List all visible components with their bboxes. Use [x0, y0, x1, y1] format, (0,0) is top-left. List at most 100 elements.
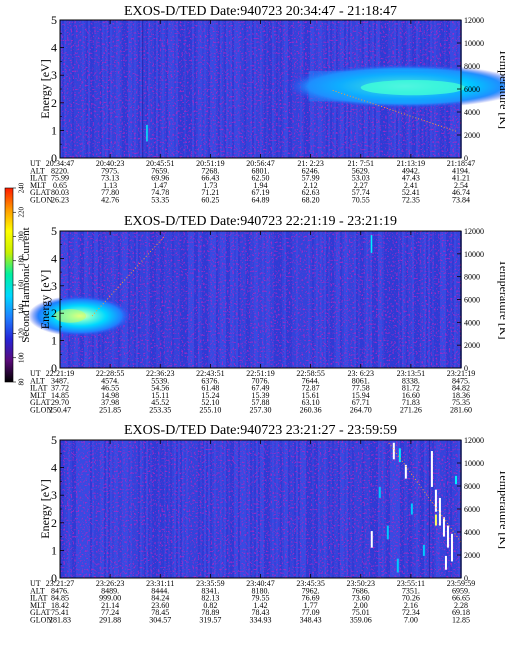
ephemeris-value: 71.83	[402, 398, 420, 407]
energy-tick-label: 3	[51, 279, 57, 293]
ephemeris-value: 2.27	[354, 181, 368, 190]
ephemeris-value: 84.82	[452, 384, 470, 393]
data-gap-line	[142, 20, 144, 158]
temperature-tick-label: 0	[464, 364, 468, 373]
ephemeris-value: 7268.	[201, 166, 219, 175]
ephemeris-value: 75.01	[352, 608, 370, 617]
temperature-tick-label: 0	[464, 574, 468, 583]
ephemeris-value: 8475.	[452, 376, 470, 385]
ephemeris-value: 1.73	[203, 181, 217, 190]
ephemeris-value: 4194.	[452, 166, 470, 175]
temperature-tick-label: 4000	[464, 108, 480, 117]
ephemeris-value: 7962.	[302, 586, 320, 595]
temperature-axis: 0 2000 4000 6000 8000 10000 12000 Temperature […	[457, 16, 505, 163]
ephemeris-value: 63.10	[302, 398, 320, 407]
temperature-tick-label: 6000	[464, 296, 480, 305]
ephemeris-value: 1.94	[254, 181, 268, 190]
ephemeris-value: 22:21:19	[46, 369, 74, 378]
ephemeris-value: 46.55	[101, 384, 119, 393]
ephemeris-value: 7.00	[404, 616, 418, 625]
spectral-features	[142, 20, 505, 158]
ephemeris-value: 12.85	[452, 616, 470, 625]
ephemeris-row-label: UT	[30, 579, 41, 588]
energy-tick-label: 2	[51, 96, 57, 110]
ephemeris-row-label: ILAT	[30, 594, 47, 603]
spike	[444, 555, 447, 570]
ephemeris-value: 251.85	[99, 406, 121, 415]
energy-tick-label: 5	[51, 13, 57, 27]
ephemeris-value: 8341.	[201, 586, 219, 595]
temperature-tick-label: 2000	[464, 551, 480, 560]
temperature-tick-label: 4000	[464, 318, 480, 327]
spike	[434, 514, 437, 526]
ephemeris-value: 21: 2:23	[297, 159, 323, 168]
ephemeris-value: 62.50	[252, 174, 270, 183]
ephemeris-value: 18.42	[51, 601, 69, 610]
spike	[378, 486, 381, 498]
energy-axis: 0 1 2 3 4 5 Energy [eV]	[38, 224, 64, 375]
ephemeris-value: 8444.	[151, 586, 169, 595]
ephemeris-value: 6246.	[302, 166, 320, 175]
data-gap-line	[428, 440, 430, 578]
ephemeris-value: 67.71	[352, 398, 370, 407]
spike	[434, 489, 437, 512]
ephemeris-value: 52.41	[402, 188, 420, 197]
ephemeris-value: 4942.	[402, 166, 420, 175]
ephemeris-value: 23:40:47	[246, 579, 274, 588]
ephemeris-value: 8476.	[51, 586, 69, 595]
ephemeris-value: 3487.	[51, 376, 69, 385]
temperature-tick-label: 6000	[464, 505, 480, 514]
emission-band-peak	[53, 309, 87, 323]
ephemeris-value: 80.03	[51, 188, 69, 197]
ephemeris-value: 15.61	[302, 391, 320, 400]
ephemeris-value: 16.60	[402, 391, 420, 400]
colorbar-tick-label: 220	[18, 207, 26, 218]
energy-tick-label: 4	[51, 41, 57, 55]
spike	[430, 451, 433, 487]
ephemeris-value: 20:40:23	[96, 159, 124, 168]
ephemeris-value: 66.43	[201, 174, 219, 183]
ephemeris-value: 15.94	[352, 391, 370, 400]
ephemeris-row-label: ALT	[30, 586, 45, 595]
ephemeris-value: 57.88	[252, 398, 270, 407]
ephemeris-value: 41.21	[452, 174, 470, 183]
spike	[410, 503, 413, 515]
temperature-tick-label: 12000	[464, 16, 484, 25]
ephemeris-value: 84.85	[51, 594, 69, 603]
ephemeris-value: 72.35	[402, 196, 420, 205]
colorbar-gradient	[4, 187, 14, 383]
ephemeris-value: 73.84	[452, 196, 470, 205]
temperature-tick-label: 10000	[464, 459, 484, 468]
energy-tick-label: 2	[51, 516, 57, 530]
ephemeris-value: 77.09	[302, 608, 320, 617]
ephemeris-value: 29.70	[51, 398, 69, 407]
ephemeris-value: 5629.	[352, 166, 370, 175]
ephemeris-table: UT 22:21:19 22:28:55 22:36:23 22:43:51 22:51:…	[30, 369, 475, 415]
temperature-tick-label: 10000	[464, 250, 484, 259]
temperature-tick-label: 6000	[464, 85, 480, 94]
ephemeris-value: 77.80	[101, 188, 119, 197]
energy-axis: 0 1 2 3 4 5 Energy [eV]	[38, 13, 64, 165]
ephemeris-value: 5539.	[151, 376, 169, 385]
ephemeris-value: 22:28:55	[96, 369, 124, 378]
panel-title: EXOS-D/TED Date:940723 23:21:27 - 23:59:…	[124, 423, 397, 438]
ephemeris-value: 2.54	[454, 181, 468, 190]
ephemeris-value: 271.26	[400, 406, 422, 415]
ephemeris-value: 319.57	[199, 616, 221, 625]
spike	[370, 235, 373, 253]
ephemeris-value: 1.42	[254, 601, 268, 610]
ephemeris-value: 37.72	[51, 384, 69, 393]
colorbar: 80 100 120 140 160 180 200 220 240 Second Harmon…	[4, 182, 32, 386]
ephemeris-value: 23:26:23	[96, 579, 124, 588]
colorbar-tick-label: 240	[18, 182, 26, 193]
energy-tick-label: 1	[51, 123, 57, 137]
emission-band-peak	[360, 80, 466, 96]
temperature-axis-label: Temperature [K]	[497, 469, 505, 549]
ephemeris-value: 7351.	[402, 586, 420, 595]
ephemeris-value: 81.72	[402, 384, 420, 393]
temperature-trace	[388, 442, 462, 543]
ephemeris-value: 8180.	[252, 586, 270, 595]
ephemeris-table: UT 20:34:47 20:40:23 20:45:51 20:51:19 20:56:…	[30, 159, 475, 205]
ephemeris-value: 257.30	[250, 406, 272, 415]
ephemeris-value: 57.99	[302, 174, 320, 183]
